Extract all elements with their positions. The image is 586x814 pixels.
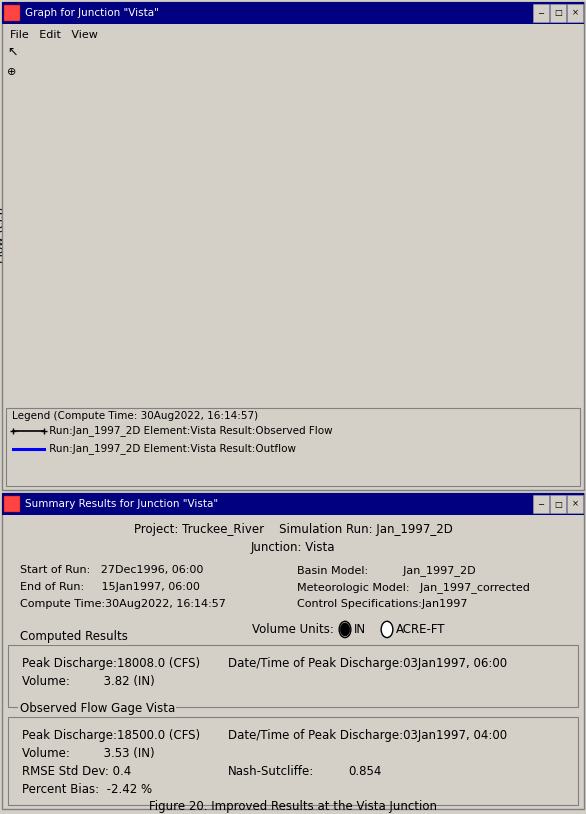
Text: Graph for Junction "Vista": Graph for Junction "Vista" xyxy=(25,8,159,18)
Title: Junction "Vista" Results for Run "Jan_1997_2D": Junction "Vista" Results for Run "Jan_19… xyxy=(145,60,488,77)
Text: Peak Discharge:18008.0 (CFS): Peak Discharge:18008.0 (CFS) xyxy=(22,657,200,670)
Text: Summary Results for Junction "Vista": Summary Results for Junction "Vista" xyxy=(25,499,219,509)
Text: End of Run:     15Jan1997, 06:00: End of Run: 15Jan1997, 06:00 xyxy=(20,582,200,592)
Text: IN: IN xyxy=(354,623,366,636)
Text: ─: ─ xyxy=(539,500,543,509)
Text: Legend (Compute Time: 30Aug2022, 16:14:57): Legend (Compute Time: 30Aug2022, 16:14:5… xyxy=(12,411,258,422)
Text: ─: ─ xyxy=(539,8,543,17)
Text: File   Edit   View: File Edit View xyxy=(10,30,98,40)
Text: 0.854: 0.854 xyxy=(348,765,381,778)
Text: Volume:         3.82 (IN): Volume: 3.82 (IN) xyxy=(22,675,155,688)
Text: ×: × xyxy=(571,500,578,509)
Text: ⊕: ⊕ xyxy=(7,67,16,77)
Text: Observed Flow Gage Vista: Observed Flow Gage Vista xyxy=(20,702,175,716)
Text: Computed Results: Computed Results xyxy=(20,630,128,643)
Text: Volume Units:: Volume Units: xyxy=(252,623,334,636)
Text: Compute Time:30Aug2022, 16:14:57: Compute Time:30Aug2022, 16:14:57 xyxy=(20,599,226,609)
Text: Dec1996: Dec1996 xyxy=(47,412,96,422)
Text: Peak Discharge:18500.0 (CFS): Peak Discharge:18500.0 (CFS) xyxy=(22,729,200,742)
Text: Date/Time of Peak Discharge:03Jan1997, 06:00: Date/Time of Peak Discharge:03Jan1997, 0… xyxy=(228,657,507,670)
Text: Start of Run:   27Dec1996, 06:00: Start of Run: 27Dec1996, 06:00 xyxy=(20,565,203,575)
Text: Jan1997: Jan1997 xyxy=(536,412,581,422)
Text: ×: × xyxy=(571,8,578,17)
Text: ↖: ↖ xyxy=(7,46,18,59)
Text: Volume:         3.53 (IN): Volume: 3.53 (IN) xyxy=(22,747,155,760)
Text: □: □ xyxy=(554,8,562,17)
Text: Junction: Vista: Junction: Vista xyxy=(251,541,335,554)
Text: Run:Jan_1997_2D Element:Vista Result:Outflow: Run:Jan_1997_2D Element:Vista Result:Out… xyxy=(46,444,296,454)
Text: RMSE Std Dev: 0.4: RMSE Std Dev: 0.4 xyxy=(22,765,131,778)
Text: ACRE-FT: ACRE-FT xyxy=(396,623,445,636)
Text: Meteorologic Model:   Jan_1997_corrected: Meteorologic Model: Jan_1997_corrected xyxy=(297,582,530,593)
Text: Basin Model:          Jan_1997_2D: Basin Model: Jan_1997_2D xyxy=(297,565,476,576)
Text: Nash-Sutcliffe:: Nash-Sutcliffe: xyxy=(228,765,314,778)
Text: Run:Jan_1997_2D Element:Vista Result:Observed Flow: Run:Jan_1997_2D Element:Vista Result:Obs… xyxy=(46,426,332,436)
Text: □: □ xyxy=(554,500,562,509)
Y-axis label: Flow (cfs): Flow (cfs) xyxy=(0,206,7,263)
Text: Figure 20. Improved Results at the Vista Junction: Figure 20. Improved Results at the Vista… xyxy=(149,800,437,813)
Text: Date/Time of Peak Discharge:03Jan1997, 04:00: Date/Time of Peak Discharge:03Jan1997, 0… xyxy=(228,729,507,742)
Text: Project: Truckee_River    Simulation Run: Jan_1997_2D: Project: Truckee_River Simulation Run: J… xyxy=(134,523,452,536)
Text: Control Specifications:Jan1997: Control Specifications:Jan1997 xyxy=(297,599,468,609)
Text: Percent Bias:  -2.42 %: Percent Bias: -2.42 % xyxy=(22,783,152,796)
